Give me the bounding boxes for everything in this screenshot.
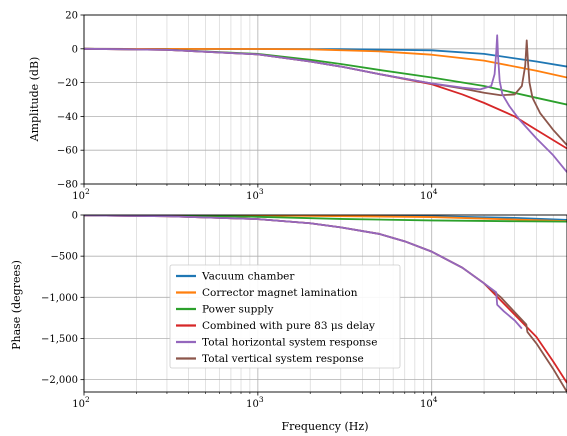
amplitude-y-tick-label: −80 xyxy=(57,180,78,191)
phase-x-tick-label: 103 xyxy=(246,395,264,410)
phase-y-tick-label: −1,500 xyxy=(41,334,78,345)
phase-y-tick-label: −500 xyxy=(51,252,78,263)
legend-items: Vacuum chamber Corrector magnet laminatio… xyxy=(176,271,377,365)
amplitude-series-line-total-horizontal-system-response xyxy=(84,34,567,173)
legend-label: Corrector magnet lamination xyxy=(202,287,358,299)
phase-plot-frame xyxy=(83,214,567,393)
phase-ylabel: Phase (degrees) xyxy=(10,260,23,350)
phase-y-tick-label: −1,000 xyxy=(41,293,78,304)
amplitude-plot: 102 103 104 20 0 −20 −40 −60 −80 Amplitude (dB) xyxy=(28,11,567,202)
amplitude-ticks: 102 103 104 20 0 −20 −40 −60 −80 xyxy=(57,11,567,202)
amplitude-y-tick-label: −40 xyxy=(57,112,78,123)
amplitude-x-tick-label: 102 xyxy=(72,187,90,202)
legend-label: Total vertical system response xyxy=(202,353,364,365)
amplitude-y-tick-label: 0 xyxy=(72,44,78,55)
amplitude-plot-frame xyxy=(83,14,567,185)
amplitude-ylabel: Amplitude (dB) xyxy=(28,57,41,143)
amplitude-y-tick-label: −60 xyxy=(57,146,78,157)
amplitude-y-tick-label: −20 xyxy=(57,78,78,89)
phase-x-tick-label: 104 xyxy=(420,395,438,410)
legend-label: Combined with pure 83 μs delay xyxy=(202,320,375,332)
legend: Vacuum chamber Corrector magnet laminatio… xyxy=(169,264,401,369)
phase-series-line-total-horizontal-system-response xyxy=(84,215,523,330)
legend-label: Power supply xyxy=(202,304,273,316)
amplitude-x-tick-label: 104 xyxy=(420,187,438,202)
amplitude-series xyxy=(84,34,567,173)
phase-ticks: 102 103 104 0 −500 −1,000 −1,500 −2,000 xyxy=(41,211,567,410)
legend-label: Vacuum chamber xyxy=(201,271,295,283)
legend-box xyxy=(169,264,401,369)
amplitude-y-tick-label: 20 xyxy=(65,11,78,22)
amplitude-grid xyxy=(83,14,567,185)
phase-y-tick-label: −2,000 xyxy=(41,375,78,386)
legend-label: Total horizontal system response xyxy=(202,337,377,349)
phase-xlabel: Frequency (Hz) xyxy=(282,420,369,433)
phase-x-tick-label: 102 xyxy=(72,395,90,410)
amplitude-x-tick-label: 103 xyxy=(246,187,264,202)
phase-y-tick-label: 0 xyxy=(72,211,78,222)
